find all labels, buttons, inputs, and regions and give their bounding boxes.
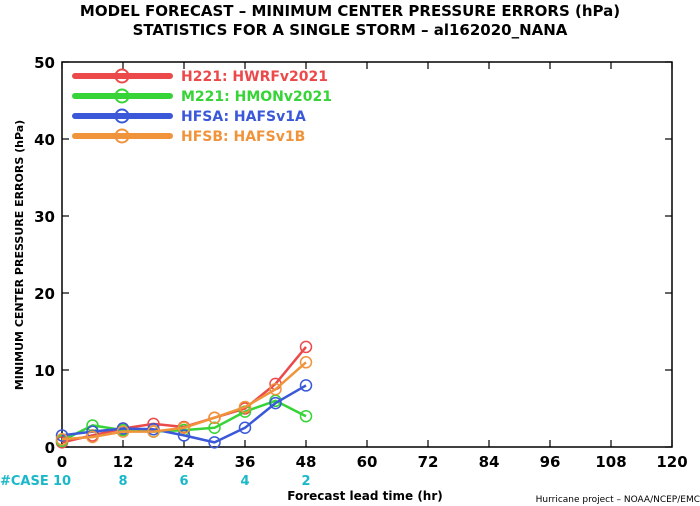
x-axis-label: Forecast lead time (hr) [287, 489, 443, 503]
x-tick-label: 96 [540, 453, 561, 471]
legend-marker [114, 128, 130, 144]
data-point [55, 433, 69, 446]
series-group [55, 356, 313, 446]
x-tick-label: 120 [656, 453, 687, 471]
data-point [177, 429, 191, 442]
series-lines [55, 340, 313, 449]
data-point [177, 421, 191, 434]
case-count-value: 10 [53, 474, 71, 489]
case-count-value: 8 [118, 474, 127, 489]
legend-marker [114, 68, 130, 84]
data-point [55, 429, 69, 442]
y-tick-label: 50 [34, 54, 55, 72]
data-point [299, 356, 313, 369]
y-tick-label: 30 [34, 208, 55, 226]
case-counts: 10 8 6 4 2 [53, 474, 311, 489]
series-line [61, 361, 307, 441]
y-tick-label: 40 [34, 131, 55, 149]
x-tick-label: 48 [296, 453, 317, 471]
data-point [116, 425, 130, 438]
x-tick-label: 24 [174, 453, 195, 471]
data-point [269, 383, 282, 396]
data-point [116, 422, 130, 435]
data-point [208, 436, 221, 449]
data-point [299, 409, 313, 423]
y-tick-label: 0 [45, 439, 55, 457]
plot-border [61, 61, 673, 448]
x-tick-label: 60 [357, 453, 378, 471]
data-point [86, 430, 99, 444]
axis-ticks: 0 12 24 36 48 60 72 84 96 108 120 0 10 20 30 40 50 [34, 54, 688, 471]
x-tick-label: 12 [113, 453, 134, 471]
series-group [55, 379, 313, 449]
y-tick-label: 20 [34, 285, 55, 303]
x-tick-label: 108 [595, 453, 626, 471]
legend: H221: HWRFv2021 M221: HMONv2021 HFSA: HAFS… [72, 68, 332, 145]
data-point [238, 421, 252, 434]
chart-subtitle: STATISTICS FOR A SINGLE STORM – al162020… [133, 21, 568, 39]
data-point [299, 340, 313, 354]
legend-label: H221: HWRFv2021 [181, 69, 328, 85]
x-tick-label: 0 [57, 453, 67, 471]
y-tick-label: 10 [34, 362, 55, 380]
data-point [238, 400, 252, 414]
legend-label: HFSA: HAFSv1A [181, 109, 306, 125]
legend-label: M221: HMONv2021 [181, 89, 332, 105]
case-count-value: 4 [240, 474, 249, 489]
case-count-value: 2 [301, 474, 310, 489]
data-point [299, 379, 313, 392]
chart-title: MODEL FORECAST – MINIMUM CENTER PRESSURE… [80, 2, 620, 20]
credit-text: Hurricane project – NOAA/NCEP/EMC [536, 495, 700, 505]
x-tick-label: 84 [479, 453, 500, 471]
data-point [147, 425, 160, 438]
plot-frame [61, 61, 673, 448]
legend-marker [114, 108, 130, 124]
y-axis-label: MINIMUM CENTER PRESSURE ERRORS (hPa) [13, 120, 26, 390]
data-point [269, 396, 282, 410]
legend-marker [114, 88, 130, 104]
x-tick-label: 36 [235, 453, 256, 471]
data-point [208, 411, 221, 424]
series-line [61, 384, 307, 444]
case-count-value: 6 [179, 474, 188, 489]
legend-label: HFSB: HAFSv1B [181, 129, 305, 145]
case-count-label: #CASE [0, 474, 49, 489]
x-tick-label: 72 [418, 453, 439, 471]
data-point [208, 421, 221, 434]
